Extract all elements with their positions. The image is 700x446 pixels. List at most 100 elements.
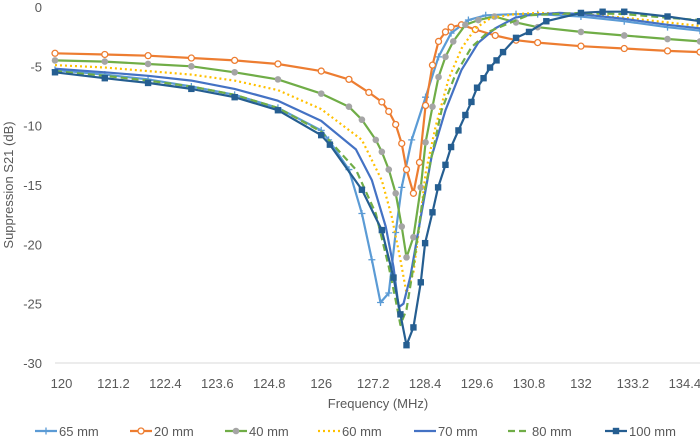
x-tick-label: 126 xyxy=(310,376,332,391)
square-marker xyxy=(621,9,627,15)
square-marker xyxy=(500,49,506,55)
circle-marker xyxy=(416,159,422,165)
legend: 65 mm 20 mm 40 mm 60 mm 70 mm 80 mm 100 mm xyxy=(35,424,676,439)
legend-label: 40 mm xyxy=(249,424,289,439)
circle-marker xyxy=(359,116,366,123)
circle-marker xyxy=(448,24,454,30)
circle-marker xyxy=(188,63,195,70)
x-tick-label: 124.8 xyxy=(253,376,286,391)
square-marker xyxy=(543,18,549,24)
legend-label: 70 mm xyxy=(438,424,478,439)
series-80-mm xyxy=(55,13,700,325)
plus-marker xyxy=(392,229,399,236)
square-marker xyxy=(275,107,281,113)
circle-marker xyxy=(403,254,410,261)
legend-label: 100 mm xyxy=(629,424,676,439)
x-tick-label: 120 xyxy=(51,376,73,391)
x-tick-label: 132 xyxy=(570,376,592,391)
circle-marker xyxy=(429,103,436,110)
square-marker xyxy=(429,209,435,215)
circle-marker xyxy=(275,61,281,67)
x-tick-label: 129.6 xyxy=(461,376,494,391)
plus-marker xyxy=(408,136,415,143)
legend-item: 70 mm xyxy=(414,424,478,439)
circle-marker xyxy=(422,139,429,146)
square-marker xyxy=(613,428,619,434)
circle-marker xyxy=(102,51,108,57)
y-tick-label: -20 xyxy=(23,237,42,252)
circle-marker xyxy=(442,29,448,35)
square-marker xyxy=(145,80,151,86)
circle-marker xyxy=(145,61,152,68)
circle-marker xyxy=(410,234,417,241)
square-marker xyxy=(379,227,385,233)
circle-marker xyxy=(346,103,353,110)
circle-marker xyxy=(145,53,151,59)
circle-marker xyxy=(578,29,585,36)
square-marker xyxy=(359,187,365,193)
square-marker xyxy=(390,274,396,280)
legend-label: 80 mm xyxy=(532,424,572,439)
circle-marker xyxy=(372,137,379,144)
plus-marker xyxy=(368,256,375,263)
square-marker xyxy=(664,13,670,19)
square-marker xyxy=(448,144,454,150)
circle-marker xyxy=(232,57,238,63)
circle-marker xyxy=(423,102,429,108)
circle-marker xyxy=(399,140,405,146)
circle-marker xyxy=(398,223,405,230)
circle-marker xyxy=(52,57,59,64)
square-marker xyxy=(599,9,605,15)
square-marker xyxy=(526,29,532,35)
square-marker xyxy=(435,184,441,190)
circle-marker xyxy=(318,68,324,74)
legend-item: 40 mm xyxy=(225,424,289,439)
series-line xyxy=(55,12,700,346)
square-marker xyxy=(513,35,519,41)
circle-marker xyxy=(429,62,435,68)
x-tick-label: 121.2 xyxy=(97,376,130,391)
series-100-mm xyxy=(52,9,700,349)
legend-item: 65 mm xyxy=(35,424,99,439)
circle-marker xyxy=(621,46,627,52)
circle-marker xyxy=(491,13,498,20)
circle-marker xyxy=(410,190,416,196)
circle-marker xyxy=(138,428,144,434)
plus-marker xyxy=(358,210,365,217)
circle-marker xyxy=(318,90,325,97)
square-marker xyxy=(462,112,468,118)
legend-item: 80 mm xyxy=(508,424,572,439)
plus-marker xyxy=(398,184,405,191)
y-axis-title: Suppression S21 (dB) xyxy=(1,121,16,248)
series-line xyxy=(55,13,700,325)
series-40-mm xyxy=(52,13,700,260)
square-marker xyxy=(422,240,428,246)
y-tick-label: -5 xyxy=(30,59,42,74)
x-tick-label: 123.6 xyxy=(201,376,234,391)
square-marker xyxy=(397,311,403,317)
circle-marker xyxy=(462,22,469,29)
y-tick-label: -30 xyxy=(23,356,42,371)
x-tick-label: 134.4 xyxy=(669,376,700,391)
y-tick-label: 0 xyxy=(35,0,42,15)
legend-label: 20 mm xyxy=(154,424,194,439)
square-marker xyxy=(403,342,409,348)
circle-marker xyxy=(393,121,399,127)
x-tick-label: 130.8 xyxy=(513,376,546,391)
circle-marker xyxy=(233,428,240,435)
circle-marker xyxy=(578,43,584,49)
square-marker xyxy=(487,64,493,70)
x-tick-label: 122.4 xyxy=(149,376,182,391)
y-tick-label: -15 xyxy=(23,178,42,193)
series-line xyxy=(55,14,700,302)
legend-item: 60 mm xyxy=(318,424,382,439)
circle-marker xyxy=(535,40,541,46)
circle-marker xyxy=(492,32,498,38)
circle-marker xyxy=(435,74,442,81)
x-tick-label: 127.2 xyxy=(357,376,390,391)
circle-marker xyxy=(664,36,671,43)
circle-marker xyxy=(386,108,392,114)
x-axis-title: Frequency (MHz) xyxy=(328,396,428,411)
circle-marker xyxy=(275,76,282,83)
